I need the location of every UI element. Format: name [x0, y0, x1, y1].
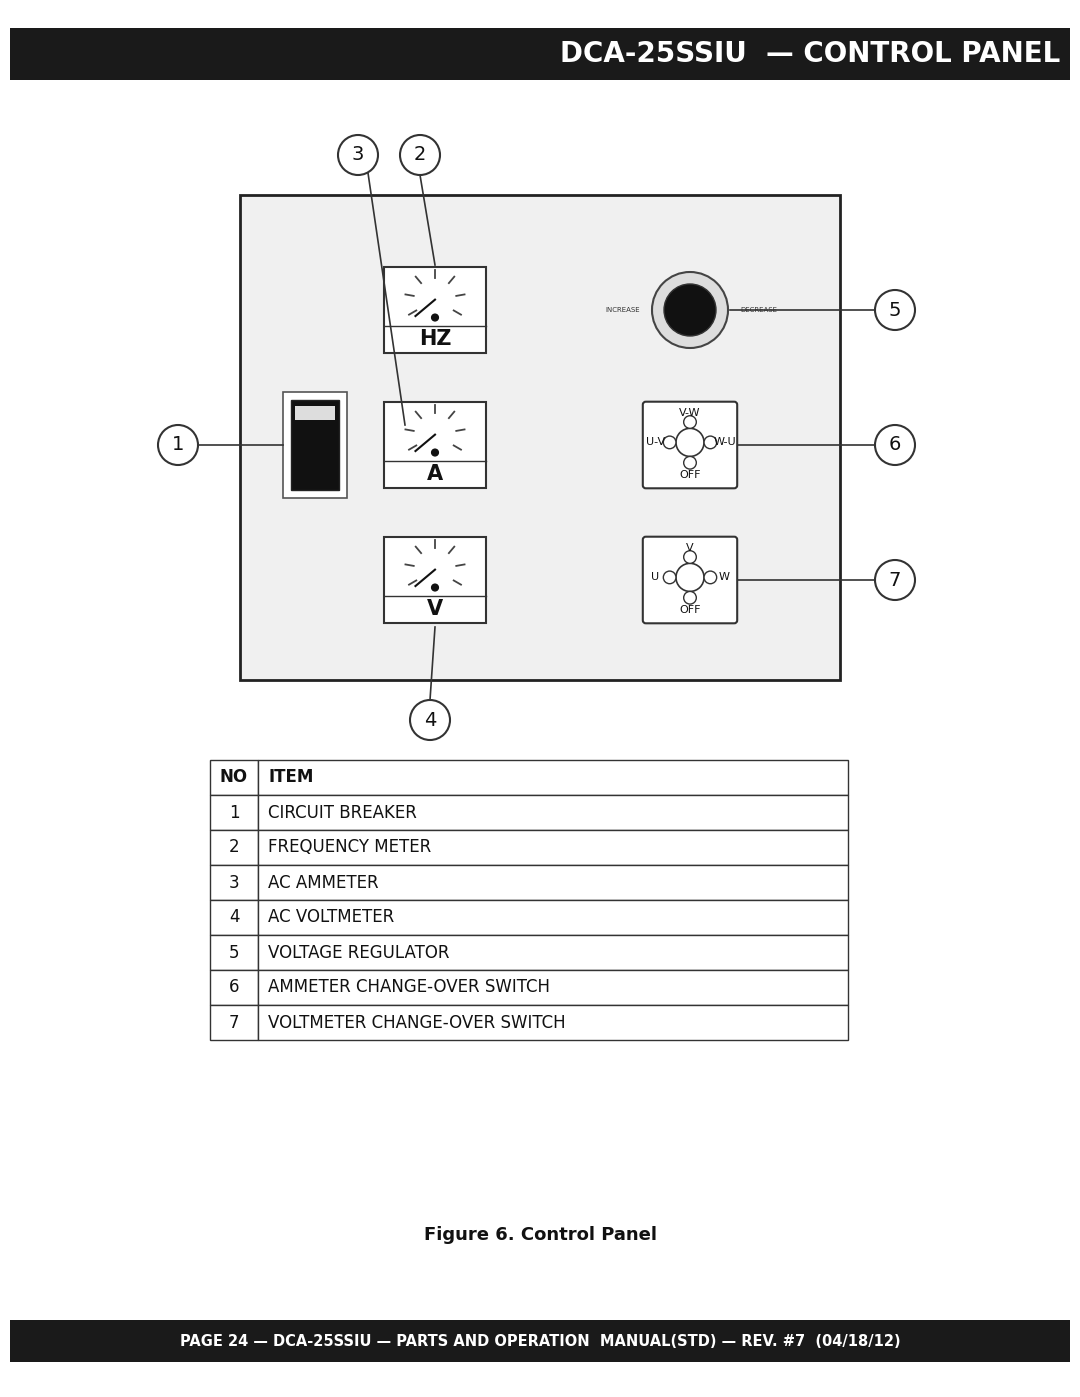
Text: VOLTMETER CHANGE-OVER SWITCH: VOLTMETER CHANGE-OVER SWITCH — [268, 1013, 566, 1031]
Text: AC VOLTMETER: AC VOLTMETER — [268, 908, 394, 926]
Text: AC AMMETER: AC AMMETER — [268, 873, 379, 891]
Bar — [258, 1004, 848, 1039]
Text: AMMETER CHANGE-OVER SWITCH: AMMETER CHANGE-OVER SWITCH — [268, 978, 550, 996]
Circle shape — [663, 436, 676, 448]
Bar — [283, 393, 347, 497]
Text: INCREASE: INCREASE — [606, 307, 640, 313]
Circle shape — [684, 457, 697, 469]
Text: 7: 7 — [229, 1013, 240, 1031]
Circle shape — [338, 136, 378, 175]
Bar — [210, 865, 258, 900]
Bar — [210, 970, 258, 1004]
Bar — [258, 900, 848, 935]
Circle shape — [875, 425, 915, 465]
Text: V: V — [686, 543, 693, 553]
Text: 1: 1 — [229, 803, 240, 821]
Text: DCA-25SSIU  — CONTROL PANEL: DCA-25SSIU — CONTROL PANEL — [559, 41, 1059, 68]
Text: 6: 6 — [889, 436, 901, 454]
Text: CIRCUIT BREAKER: CIRCUIT BREAKER — [268, 803, 417, 821]
Bar — [210, 830, 258, 865]
Bar — [10, 28, 1070, 80]
Text: 5: 5 — [889, 300, 901, 320]
Circle shape — [875, 291, 915, 330]
Text: U-V: U-V — [646, 437, 665, 447]
Bar — [210, 1004, 258, 1039]
Text: DECREASE: DECREASE — [740, 307, 777, 313]
Text: OFF: OFF — [679, 605, 701, 615]
Text: 7: 7 — [889, 570, 901, 590]
Circle shape — [663, 571, 676, 584]
Text: W: W — [719, 573, 730, 583]
Circle shape — [652, 272, 728, 348]
Text: 4: 4 — [229, 908, 240, 926]
Bar — [258, 760, 848, 795]
Bar — [258, 795, 848, 830]
Bar — [295, 407, 335, 420]
Circle shape — [410, 700, 450, 740]
Text: FREQUENCY METER: FREQUENCY METER — [268, 838, 431, 856]
Text: 3: 3 — [352, 145, 364, 165]
Circle shape — [704, 571, 717, 584]
Circle shape — [676, 563, 704, 591]
Circle shape — [704, 436, 717, 448]
Text: 1: 1 — [172, 436, 185, 454]
Circle shape — [400, 136, 440, 175]
Bar — [240, 196, 840, 680]
Text: ITEM: ITEM — [268, 768, 313, 787]
Circle shape — [664, 284, 716, 337]
Text: U: U — [651, 573, 660, 583]
Text: VOLTAGE REGULATOR: VOLTAGE REGULATOR — [268, 943, 449, 961]
Bar — [210, 935, 258, 970]
Circle shape — [684, 591, 697, 604]
Circle shape — [875, 560, 915, 599]
Text: V: V — [427, 599, 443, 619]
Text: OFF: OFF — [679, 471, 701, 481]
Bar — [384, 536, 486, 623]
Bar — [210, 760, 258, 795]
Circle shape — [676, 429, 704, 457]
Bar — [258, 830, 848, 865]
Text: 6: 6 — [229, 978, 240, 996]
Bar — [258, 865, 848, 900]
Text: PAGE 24 — DCA-25SSIU — PARTS AND OPERATION  MANUAL(STD) — REV. #7  (04/18/12): PAGE 24 — DCA-25SSIU — PARTS AND OPERATI… — [179, 1334, 901, 1348]
Circle shape — [432, 450, 438, 455]
Text: NO: NO — [220, 768, 248, 787]
Circle shape — [158, 425, 198, 465]
Bar — [258, 935, 848, 970]
Bar — [384, 402, 486, 488]
FancyBboxPatch shape — [643, 536, 738, 623]
Circle shape — [684, 416, 697, 429]
Text: V-W: V-W — [679, 408, 701, 418]
Bar — [210, 900, 258, 935]
Text: 5: 5 — [229, 943, 240, 961]
Text: 3: 3 — [229, 873, 240, 891]
Text: 4: 4 — [423, 711, 436, 729]
Text: HZ: HZ — [419, 330, 451, 349]
Bar — [384, 267, 486, 353]
Text: W-U: W-U — [713, 437, 735, 447]
Circle shape — [432, 314, 438, 321]
Bar — [291, 400, 339, 490]
Text: 2: 2 — [229, 838, 240, 856]
FancyBboxPatch shape — [643, 402, 738, 489]
Text: A: A — [427, 464, 443, 485]
Circle shape — [432, 584, 438, 591]
Bar — [10, 1320, 1070, 1362]
Bar — [210, 795, 258, 830]
Circle shape — [684, 550, 697, 563]
Bar — [258, 970, 848, 1004]
Text: Figure 6. Control Panel: Figure 6. Control Panel — [423, 1227, 657, 1243]
Text: 2: 2 — [414, 145, 427, 165]
